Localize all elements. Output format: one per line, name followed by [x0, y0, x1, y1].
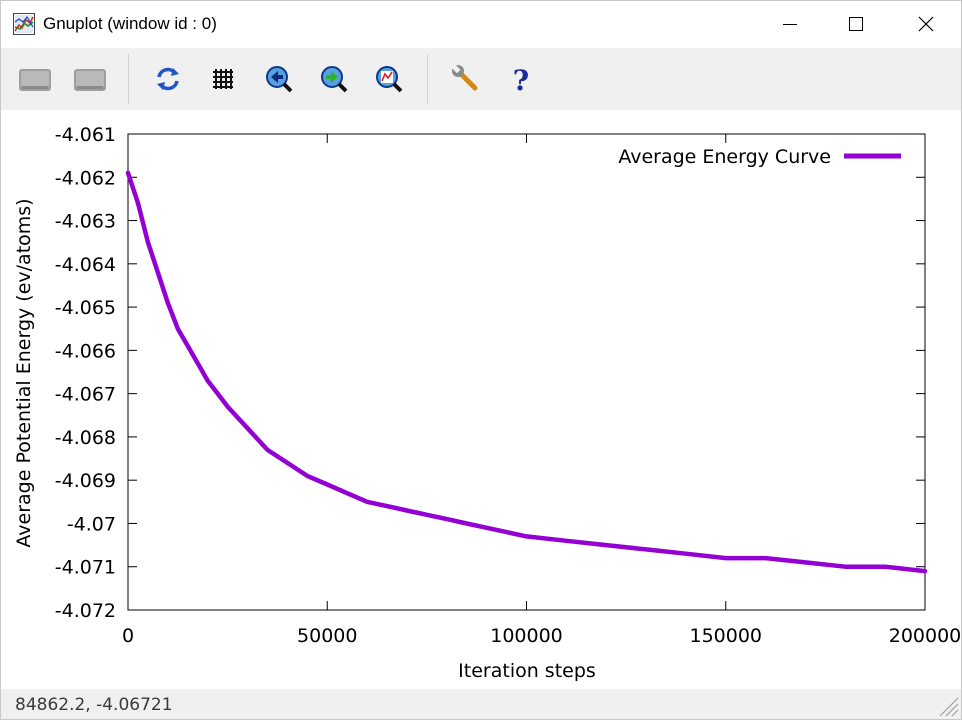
y-axis-label: Average Potential Energy (ev/atoms): [13, 198, 35, 547]
plot-area[interactable]: -4.061 -4.062 -4.063 -4.064 -4.065 -4.066 -4.0…: [1, 111, 961, 689]
copy-to-clipboard-button[interactable]: [18, 62, 52, 96]
x-tick-label: 150000: [689, 625, 762, 647]
maximize-button[interactable]: [833, 1, 879, 47]
legend-label: Average Energy Curve: [618, 146, 831, 168]
zoom-next-icon: [321, 66, 348, 93]
legend: Average Energy Curve: [618, 146, 901, 168]
y-tick-label: -4.066: [55, 340, 116, 362]
close-button[interactable]: [903, 1, 949, 47]
x-axis-label: Iteration steps: [458, 660, 596, 682]
previous-zoom-button[interactable]: [262, 62, 296, 96]
x-tick-label: 0: [122, 625, 134, 647]
y-tick-label: -4.067: [55, 384, 116, 406]
next-zoom-button[interactable]: [317, 62, 351, 96]
y-tick-label: -4.072: [55, 600, 116, 622]
series-layer: [125, 170, 928, 574]
x-tick-label: 100000: [490, 625, 563, 647]
y-tick-label: -4.062: [55, 167, 116, 189]
replot-button[interactable]: [151, 62, 185, 96]
y-tick-label: -4.07: [67, 513, 116, 535]
autoscale-button[interactable]: [372, 62, 406, 96]
series-line: [125, 170, 928, 574]
x-axis: 0 50000 100000 150000 200000: [122, 134, 961, 647]
close-icon: [918, 16, 934, 32]
title-bar[interactable]: Gnuplot (window id : 0): [1, 1, 961, 47]
svg-text:?: ?: [513, 64, 529, 96]
y-tick-label: -4.069: [55, 470, 116, 492]
print-button[interactable]: [73, 62, 107, 96]
y-tick-label: -4.071: [55, 557, 116, 579]
zoom-previous-icon: [266, 66, 293, 93]
chart-canvas[interactable]: -4.061 -4.062 -4.063 -4.064 -4.065 -4.066 -4.0…: [1, 111, 961, 689]
toolbar: ?: [1, 48, 961, 110]
toolbar-separator: [128, 54, 129, 104]
y-tick-label: -4.065: [55, 297, 116, 319]
autoscale-icon: [376, 66, 403, 93]
y-tick-label: -4.064: [55, 254, 116, 276]
status-bar: 84862.2, -4.06721: [1, 689, 961, 719]
x-tick-label: 50000: [297, 625, 357, 647]
minimize-icon: [783, 24, 797, 25]
help-button[interactable]: ?: [504, 62, 538, 96]
refresh-icon: [157, 67, 179, 91]
wrench-icon: [452, 64, 478, 91]
x-tick-label: 200000: [889, 625, 961, 647]
toolbar-separator: [427, 54, 428, 104]
gnuplot-app-icon: [13, 13, 35, 35]
mouse-coordinates: 84862.2, -4.06721: [15, 695, 173, 715]
y-tick-label: -4.061: [55, 124, 116, 146]
y-tick-label: -4.063: [55, 211, 116, 233]
options-button[interactable]: [449, 62, 483, 96]
minimize-button[interactable]: [767, 1, 813, 47]
window-title: Gnuplot (window id : 0): [43, 14, 217, 33]
y-tick-label: -4.068: [55, 427, 116, 449]
clipboard-icon: [19, 69, 51, 91]
grid-icon: [213, 69, 233, 89]
toggle-grid-button[interactable]: [206, 62, 240, 96]
printer-icon: [74, 69, 106, 91]
help-icon: ?: [513, 64, 529, 96]
resize-grip-icon[interactable]: [935, 693, 959, 717]
y-axis: -4.061 -4.062 -4.063 -4.064 -4.065 -4.066 -4.0…: [55, 124, 925, 622]
maximize-icon: [849, 17, 863, 31]
